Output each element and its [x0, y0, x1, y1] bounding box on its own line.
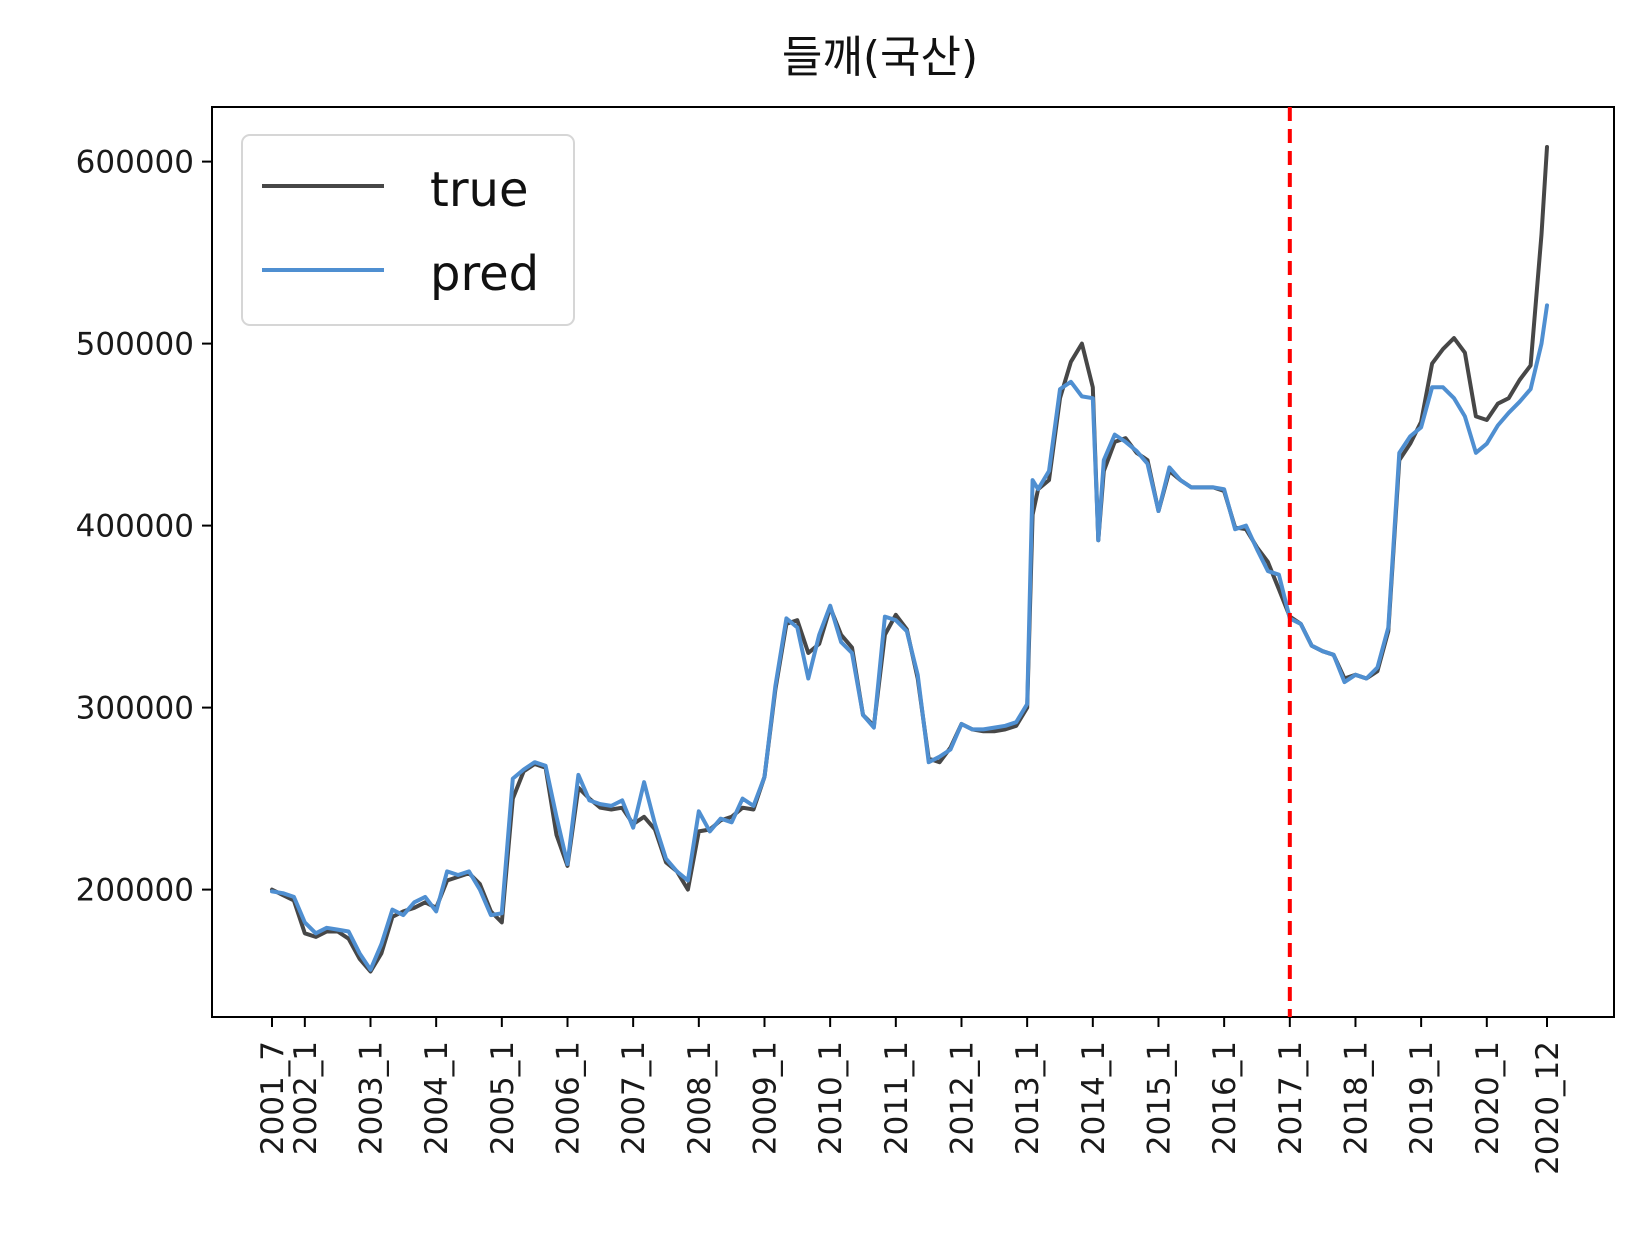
series-layer	[270, 145, 1549, 974]
x-tick-label: 2003_1	[353, 1041, 389, 1155]
y-tick-label: 200000	[76, 873, 194, 909]
legend: true pred	[241, 134, 575, 326]
x-tick-label: 2020_12	[1530, 1041, 1566, 1175]
x-tick-label: 2012_1	[944, 1041, 980, 1155]
legend-label-pred: pred	[430, 246, 539, 302]
x-tick-label: 2004_1	[419, 1041, 455, 1155]
x-tick-label: 2011_1	[879, 1041, 915, 1155]
x-tick-label: 2010_1	[813, 1041, 849, 1155]
y-tick-label: 600000	[76, 145, 194, 181]
legend-box	[241, 134, 575, 326]
x-tick-label: 2007_1	[616, 1041, 652, 1155]
plot-area	[211, 106, 1615, 1018]
y-axis: 200000 300000 400000 500000 600000	[76, 145, 212, 909]
x-tick-label: 2001_7	[255, 1041, 291, 1155]
y-tick-label: 400000	[76, 509, 194, 545]
x-tick-label: 2008_1	[682, 1041, 718, 1155]
x-tick-label: 2020_1	[1470, 1041, 1506, 1155]
y-tick-label: 500000	[76, 327, 194, 363]
chart-title: 들깨(국산)	[782, 32, 978, 83]
x-tick-label: 2014_1	[1076, 1041, 1112, 1155]
x-tick-label: 2016_1	[1207, 1041, 1243, 1155]
x-tick-label: 2019_1	[1404, 1041, 1440, 1155]
legend-label-true: true	[430, 162, 529, 218]
series-line-pred	[270, 303, 1549, 972]
x-tick-label: 2017_1	[1273, 1041, 1309, 1155]
x-tick-label: 2005_1	[485, 1041, 521, 1155]
y-tick-label: 300000	[76, 691, 194, 727]
x-tick-label: 2006_1	[550, 1041, 586, 1155]
x-tick-label: 2018_1	[1338, 1041, 1374, 1155]
x-tick-label: 2009_1	[747, 1041, 783, 1155]
x-tick-label: 2002_1	[288, 1041, 324, 1155]
x-tick-label: 2013_1	[1010, 1041, 1046, 1155]
x-tick-label: 2015_1	[1141, 1041, 1177, 1155]
